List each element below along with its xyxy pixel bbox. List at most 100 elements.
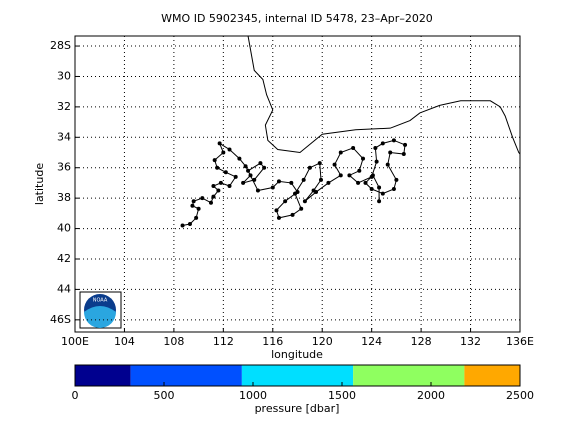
track-point — [380, 141, 385, 146]
track-point — [307, 165, 312, 170]
track-point — [318, 177, 323, 182]
colorbar-tick-label: 1500 — [328, 389, 356, 402]
track-point — [301, 177, 306, 182]
x-tick-label: 108 — [163, 335, 184, 348]
track-point — [194, 215, 199, 220]
track-point — [187, 222, 192, 227]
track-point — [196, 206, 201, 211]
track-point — [248, 173, 253, 178]
y-tick-label: 46S — [50, 313, 71, 326]
track-point — [369, 187, 374, 192]
y-axis-label: latitude — [33, 163, 46, 205]
x-tick-label: 100E — [61, 335, 89, 348]
colorbar-tick-label: 500 — [154, 389, 175, 402]
track-point — [374, 159, 379, 164]
track-point — [370, 173, 375, 178]
y-tick-label: 40 — [57, 222, 71, 235]
colorbar-segment — [75, 365, 131, 386]
track-point — [227, 183, 232, 188]
track-point — [347, 173, 352, 178]
colorbar-segment — [464, 365, 520, 386]
track-point — [391, 138, 396, 143]
track-point — [326, 180, 331, 185]
track-point — [302, 199, 307, 204]
track-point — [218, 180, 223, 185]
y-tick-label: 42 — [57, 252, 71, 265]
track-point — [377, 185, 382, 190]
track-point — [332, 162, 337, 167]
track-point — [403, 142, 408, 147]
track-point — [317, 161, 322, 166]
x-tick-label: 120 — [312, 335, 333, 348]
track-point — [211, 183, 216, 188]
track-point — [380, 191, 385, 196]
track-point — [216, 188, 221, 193]
track-point — [394, 177, 399, 182]
colorbar-tick-label: 1000 — [239, 389, 267, 402]
coastline — [247, 35, 521, 155]
chart-title: WMO ID 5902345, internal ID 5478, 23–Apr… — [161, 12, 433, 25]
y-tick-label: 28S — [50, 39, 71, 52]
track-point — [200, 196, 205, 201]
colorbar-tick-label: 2500 — [506, 389, 534, 402]
track-point — [391, 187, 396, 192]
track-point — [276, 215, 281, 220]
track-point — [211, 194, 216, 199]
track-point — [274, 208, 279, 213]
track-point — [357, 168, 362, 173]
x-tick-label: 136E — [506, 335, 534, 348]
track-point — [314, 190, 319, 195]
track-point — [221, 150, 226, 155]
track-point — [290, 212, 295, 217]
x-tick-label: 112 — [213, 335, 234, 348]
track-point — [223, 170, 228, 175]
track-point — [289, 180, 294, 185]
x-tick-label: 124 — [361, 335, 382, 348]
track-point — [377, 199, 382, 204]
track-point — [237, 156, 242, 161]
logo-text: NOAA — [93, 298, 108, 304]
track-point — [208, 200, 213, 205]
track-point — [299, 206, 304, 211]
colorbar-segment — [130, 365, 242, 386]
track-point — [212, 158, 217, 163]
colorbar-label: pressure [dbar] — [255, 402, 340, 415]
track-point — [361, 156, 366, 161]
track-point — [258, 161, 263, 166]
track-point — [241, 180, 246, 185]
track-point — [388, 150, 393, 155]
track-point — [233, 174, 238, 179]
track-point — [190, 203, 195, 208]
colorbar-tick-label: 0 — [72, 389, 79, 402]
track-point — [252, 177, 257, 182]
x-tick-label: 128 — [411, 335, 432, 348]
noaa-logo: NOAA — [79, 291, 122, 329]
track-point — [385, 162, 390, 167]
plot-frame — [74, 35, 521, 333]
track-point — [363, 180, 368, 185]
track-point — [191, 199, 196, 204]
track-point — [180, 223, 185, 228]
y-tick-label: 34 — [57, 130, 71, 143]
track-point — [243, 164, 248, 169]
track-point — [373, 145, 378, 150]
y-tick-label: 36 — [57, 161, 71, 174]
x-tick-label: 132 — [460, 335, 481, 348]
track-point — [215, 165, 220, 170]
y-tick-label: 32 — [57, 100, 71, 113]
track-point — [270, 185, 275, 190]
track-point — [276, 179, 281, 184]
colorbar-frame — [74, 364, 521, 387]
track-point — [283, 199, 288, 204]
track-point — [217, 141, 222, 146]
track-point — [262, 165, 267, 170]
track-point — [338, 173, 343, 178]
y-tick-label: 38 — [57, 191, 71, 204]
track-point — [356, 180, 361, 185]
x-tick-label: 104 — [114, 335, 135, 348]
track-point — [255, 188, 260, 193]
track-point — [293, 191, 298, 196]
track-point — [401, 152, 406, 157]
colorbar-segment — [241, 365, 354, 386]
